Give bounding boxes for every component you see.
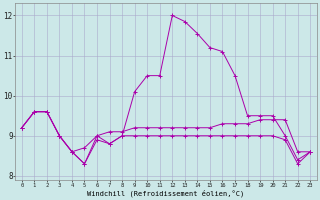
- X-axis label: Windchill (Refroidissement éolien,°C): Windchill (Refroidissement éolien,°C): [87, 189, 244, 197]
